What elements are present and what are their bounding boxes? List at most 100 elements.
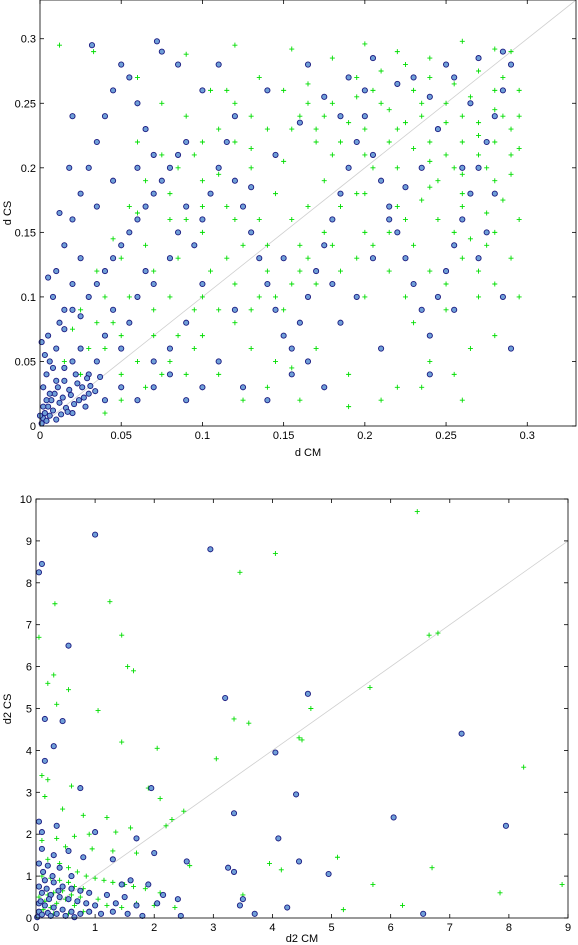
circle-marker: [53, 345, 60, 352]
circle-marker: [166, 371, 173, 378]
plus-marker: [399, 902, 405, 908]
x-tick-label: 3: [210, 922, 216, 934]
circle-marker: [41, 351, 48, 359]
plus-marker: [362, 294, 368, 300]
plus-marker: [154, 745, 160, 751]
y-tick-label: 0.05: [15, 356, 36, 368]
circle-marker: [49, 407, 57, 414]
plus-marker: [459, 113, 465, 119]
plus-marker: [305, 100, 311, 106]
circle-marker: [239, 384, 247, 391]
y-tick-label: 0: [26, 913, 32, 925]
y-axis-ticks: 0 0.05 0.1 0.15 0.2 0.25 0.3: [15, 34, 576, 433]
y-tick-label: 9: [26, 536, 32, 548]
plus-marker: [169, 817, 175, 823]
plus-marker: [92, 875, 98, 881]
circle-marker: [230, 868, 238, 875]
y-tick-label: 3: [26, 787, 32, 799]
circle-marker: [37, 898, 44, 905]
circle-marker: [35, 883, 43, 890]
plus-marker: [467, 346, 473, 352]
plus-marker: [248, 346, 254, 352]
plus-marker: [386, 268, 392, 274]
circle-marker: [166, 345, 173, 352]
circle-marker: [426, 371, 433, 378]
plus-marker: [256, 216, 262, 222]
plus-marker: [362, 41, 368, 47]
plus-marker: [419, 100, 425, 106]
plus-marker: [484, 210, 490, 216]
plus-marker: [370, 242, 376, 248]
plus-marker: [278, 867, 284, 873]
plus-marker: [508, 171, 514, 177]
plus-marker: [459, 171, 465, 177]
circle-marker: [166, 164, 173, 171]
circle-marker: [451, 306, 458, 313]
y-tick-label: 1: [26, 871, 32, 883]
plus-marker: [337, 268, 343, 274]
plus-marker: [143, 178, 149, 184]
plus-marker: [94, 268, 100, 274]
circle-marker: [142, 126, 149, 133]
plus-marker: [224, 255, 230, 261]
circle-marker: [77, 887, 84, 894]
circle-marker: [166, 255, 173, 262]
circle-marker: [77, 345, 84, 352]
plus-marker: [36, 894, 42, 900]
circle-marker: [151, 850, 158, 857]
plus-marker: [346, 371, 352, 377]
circle-marker: [177, 912, 184, 919]
circle-marker: [101, 113, 109, 120]
circle-marker: [491, 190, 498, 197]
plus-marker: [508, 152, 514, 158]
y-tick-label: 0: [30, 421, 36, 433]
plus-marker: [500, 113, 506, 119]
circle-marker: [82, 403, 89, 410]
circle-marker: [65, 847, 72, 855]
plus-marker: [134, 139, 140, 145]
plus-marker: [281, 158, 287, 164]
plus-marker: [273, 294, 279, 300]
circle-marker: [175, 61, 182, 68]
circle-marker: [451, 74, 458, 81]
circle-marker: [361, 113, 368, 120]
plus-marker: [411, 320, 417, 326]
plus-marker: [143, 242, 149, 248]
plus-marker: [273, 191, 279, 197]
circle-marker: [110, 177, 117, 184]
x-tick-label: 7: [447, 922, 453, 934]
plus-marker: [232, 320, 238, 326]
circle-marker: [507, 61, 515, 68]
circle-marker: [65, 642, 72, 649]
circle-marker: [284, 904, 291, 911]
plus-marker: [297, 397, 303, 403]
x-tick-label: 1: [92, 922, 98, 934]
circle-marker: [231, 177, 238, 184]
circle-marker: [150, 358, 157, 365]
plus-marker: [68, 783, 74, 789]
plus-marker: [94, 320, 100, 326]
circle-marker: [475, 255, 482, 262]
plus-marker: [516, 294, 522, 300]
circle-marker: [38, 889, 45, 896]
circle-marker: [53, 268, 60, 275]
plus-marker: [484, 165, 490, 171]
circle-marker: [304, 690, 311, 697]
plus-marker: [476, 268, 482, 274]
plus-marker: [63, 844, 69, 850]
circle-marker: [83, 900, 90, 907]
circle-marker: [313, 268, 320, 275]
y-tick-label: 7: [26, 620, 32, 632]
plus-marker: [104, 902, 110, 908]
y-tick-label: 6: [26, 662, 32, 674]
plus-marker: [354, 191, 360, 197]
x-tick-label: 2: [151, 922, 157, 934]
plus-marker: [52, 601, 58, 607]
circle-marker: [43, 371, 50, 378]
plus-marker: [411, 145, 417, 151]
plus-marker: [91, 49, 97, 55]
circle-marker: [418, 164, 425, 171]
circle-marker: [410, 280, 417, 288]
circle-marker: [58, 411, 65, 418]
